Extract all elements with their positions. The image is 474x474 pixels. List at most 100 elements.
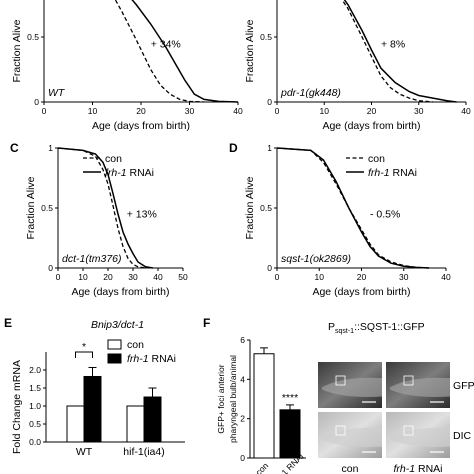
- x-tick-label: hif-1(ia4): [123, 446, 164, 458]
- series-frh1-rnai-line: [57, 147, 154, 269]
- x-tick-label: 10: [320, 106, 330, 116]
- x-tick-label: 40: [441, 272, 451, 282]
- region-of-interest-box: [403, 375, 414, 386]
- region-of-interest-box: [403, 425, 414, 436]
- x-tick-label: 30: [185, 106, 195, 116]
- legend-label-frh1-rnai: frh-1 RNAi: [160, 0, 209, 3]
- panel-b-survival-plot: 0 10 20 30 40 0 0.5 Age (days from birth) Fracti…: [244, 0, 471, 132]
- x-axis-label: Age (days from birth): [92, 120, 190, 132]
- legend-label-con: con: [368, 153, 385, 165]
- series-frh1-rnai-line: [343, 0, 457, 103]
- y-axis-label: Fraction Alive: [25, 176, 37, 239]
- strain-label: sqst-1(ok2869): [281, 253, 351, 265]
- row-label-gfp: GFP: [453, 380, 474, 392]
- x-tick-label: 20: [136, 106, 146, 116]
- y-tick-label: 0: [240, 453, 245, 463]
- series-con-line: [341, 0, 433, 103]
- strain-label: dct-1(tm376): [62, 253, 122, 265]
- y-tick-label: 1: [267, 143, 272, 153]
- lifespan-change-label: - 0.5%: [370, 209, 400, 221]
- x-tick-label: con: [253, 460, 270, 474]
- chart-title: Bnip3/dct-1: [91, 319, 144, 331]
- region-of-interest-box: [335, 425, 346, 436]
- x-tick-label: 10: [315, 272, 325, 282]
- panel-f-micrographs: con frh-1 RNAi GFP DIC: [318, 362, 474, 474]
- panel-letter: D: [229, 141, 238, 155]
- legend-label-con: con: [127, 339, 144, 351]
- x-tick-label: 0: [275, 106, 280, 116]
- significance-marker: ****: [282, 392, 298, 404]
- y-tick-label: 0: [34, 97, 39, 107]
- x-tick-label: 40: [233, 106, 243, 116]
- x-tick-label: 10: [78, 272, 88, 282]
- strain-label: pdr-1(gk448): [280, 87, 341, 99]
- x-axis-label: Age (days from birth): [322, 120, 420, 132]
- significance-bracket: [75, 351, 93, 358]
- y-tick-label: 0.5: [27, 32, 39, 42]
- y-axis-label: Fraction Alive: [244, 19, 256, 82]
- x-tick-label: 20: [367, 106, 377, 116]
- bar-frh1-rnai: [143, 396, 162, 443]
- x-tick-label: 50: [178, 272, 188, 282]
- panel-c-survival-plot: 0 10 20 30 40 50 0 0.5 1 Age (days from birth) Fra…: [10, 141, 188, 298]
- bar-con: [66, 405, 85, 443]
- y-tick-label: 1.5: [29, 383, 41, 393]
- y-tick-label: 0.5: [41, 203, 53, 213]
- panel-e-bar-chart: 0.0 0.5 1.0 1.5 2.0 E Bnip3/dct-1 Fold Change m…: [4, 316, 185, 458]
- legend-swatch-con: [107, 339, 122, 350]
- worm-outline: [390, 427, 450, 447]
- y-tick-label: 0.5: [29, 419, 41, 429]
- y-tick-label: 0.5: [260, 32, 272, 42]
- worm-outline: [322, 377, 382, 397]
- bar-con: [126, 405, 145, 443]
- y-axis-label: Fraction Alive: [244, 176, 256, 239]
- panel-letter: C: [10, 141, 19, 155]
- x-tick-label: 0: [42, 106, 47, 116]
- series-frh1-rnai-line: [276, 147, 430, 269]
- x-tick-label: 0: [56, 272, 61, 282]
- y-tick-label: 0.0: [29, 437, 41, 447]
- x-tick-label: 40: [153, 272, 163, 282]
- y-axis-label: Fold Change mRNA: [11, 360, 23, 454]
- bar-frh1-rnai: [83, 375, 102, 443]
- row-label-dic: DIC: [453, 430, 472, 442]
- panel-letter: F: [203, 316, 210, 330]
- panel-a-survival-plot: 0 10 20 30 40 0 0.5 Age (days from birth) Fracti…: [11, 0, 243, 132]
- strain-label: WT: [48, 87, 66, 99]
- series-frh1-rnai-line: [131, 0, 239, 103]
- bar-con: [253, 353, 275, 459]
- x-axis-label: Age (days from birth): [312, 286, 410, 298]
- y-tick-label: 6: [240, 335, 245, 345]
- x-tick-label: 30: [399, 272, 409, 282]
- legend-swatch-frh1-rnai: [107, 353, 122, 364]
- y-tick-label: 4: [240, 374, 245, 384]
- y-axis-label-line1: GFP+ foci anterior: [216, 364, 226, 433]
- x-tick-label: 30: [128, 272, 138, 282]
- image-column-label-con: con: [342, 463, 359, 474]
- legend-label-frh1-rnai: frh-1 RNAi: [127, 353, 176, 365]
- y-tick-label: 0: [267, 263, 272, 273]
- y-axis-label: Fraction Alive: [11, 19, 23, 82]
- lifespan-change-label: + 8%: [381, 38, 405, 50]
- y-axis-label-line2: pharyngeal bulb/animal: [228, 355, 238, 443]
- panel-d-survival-plot: 0 10 20 30 40 0 0.5 1 Age (days from birth) Fract…: [229, 141, 451, 298]
- legend-label-frh1-rnai: frh-1 RNAi: [105, 167, 154, 179]
- legend-label-con: con: [105, 153, 122, 165]
- y-tick-label: 0.5: [260, 203, 272, 213]
- x-tick-label: 0: [275, 272, 280, 282]
- panel-f-bar-chart: 0 2 4 6 F GFP+ foci anterior pharyngeal bulb/a…: [203, 316, 425, 474]
- y-tick-label: 1.0: [29, 401, 41, 411]
- y-tick-label: 2: [240, 414, 245, 424]
- y-tick-label: 0: [48, 263, 53, 273]
- panel-letter: E: [4, 316, 12, 330]
- x-tick-label: 30: [414, 106, 424, 116]
- reporter-title: Psqst-1::SQST-1::GFP: [328, 321, 425, 335]
- x-tick-label: 20: [357, 272, 367, 282]
- worm-outline: [322, 427, 382, 447]
- x-tick-label: 10: [88, 106, 98, 116]
- region-of-interest-box: [335, 375, 346, 386]
- x-tick-label: 20: [103, 272, 113, 282]
- y-tick-label: 1: [48, 143, 53, 153]
- bar-frh1-rnai: [279, 409, 301, 459]
